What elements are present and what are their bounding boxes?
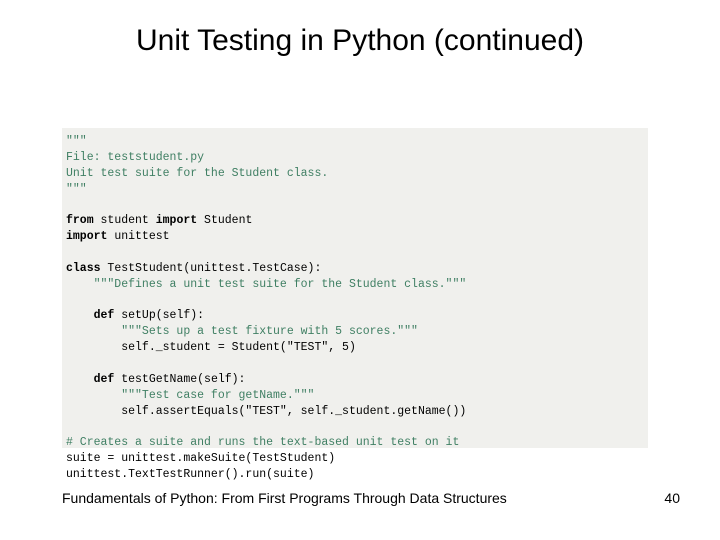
- slide: Unit Testing in Python (continued) """ F…: [0, 0, 720, 540]
- code-text: setUp(self):: [114, 309, 204, 322]
- code-kw-import: import: [156, 214, 197, 227]
- code-line: self._student = Student("TEST", 5): [66, 341, 356, 354]
- code-line: unittest.TextTestRunner().run(suite): [66, 468, 314, 481]
- code-docstring-desc: Unit test suite for the Student class.: [66, 167, 328, 180]
- code-kw-import2: import: [66, 230, 107, 243]
- code-test-docstring: """Test case for getName.""": [66, 389, 314, 402]
- code-comment: # Creates a suite and runs the text-base…: [66, 436, 459, 449]
- code-text: unittest: [107, 230, 169, 243]
- code-line: self.assertEquals("TEST", self._student.…: [66, 405, 466, 418]
- slide-title: Unit Testing in Python (continued): [0, 24, 720, 58]
- footer-text: Fundamentals of Python: From First Progr…: [62, 490, 507, 506]
- code-line: suite = unittest.makeSuite(TestStudent): [66, 452, 335, 465]
- code-block: """ File: teststudent.py Unit test suite…: [62, 128, 648, 448]
- code-text: student: [94, 214, 156, 227]
- code-docstring-open: """: [66, 135, 87, 148]
- code-kw-from: from: [66, 214, 94, 227]
- code-setup-docstring: """Sets up a test fixture with 5 scores.…: [66, 325, 418, 338]
- code-indent: [66, 373, 94, 386]
- code-text: Student: [197, 214, 252, 227]
- code-class-docstring: """Defines a unit test suite for the Stu…: [66, 278, 466, 291]
- code-indent: [66, 309, 94, 322]
- code-kw-class: class: [66, 262, 101, 275]
- code-text: TestStudent(unittest.TestCase):: [101, 262, 322, 275]
- page-number: 40: [664, 490, 680, 506]
- code-kw-def: def: [94, 309, 115, 322]
- code-kw-def2: def: [94, 373, 115, 386]
- code-text: testGetName(self):: [114, 373, 245, 386]
- code-docstring-close: """: [66, 183, 87, 196]
- code-docstring-file: File: teststudent.py: [66, 151, 204, 164]
